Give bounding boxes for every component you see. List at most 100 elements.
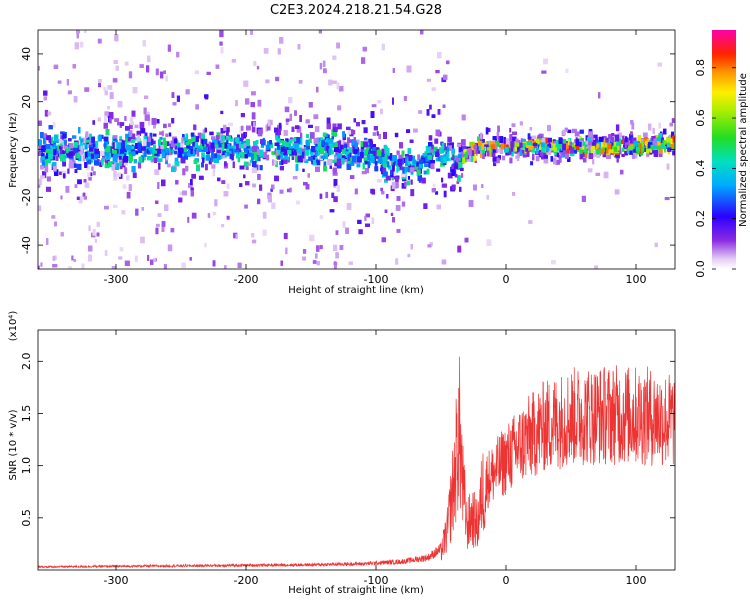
heatmap-cell — [99, 162, 103, 167]
heatmap-cell — [431, 188, 436, 193]
heatmap-cell — [252, 121, 256, 128]
heatmap-cell — [44, 165, 49, 173]
heatmap-cell — [304, 149, 309, 156]
heatmap-cell — [107, 85, 113, 90]
heatmap-cell — [68, 161, 74, 169]
heatmap-cell — [40, 132, 44, 139]
heatmap-cell — [461, 139, 466, 146]
heatmap-cell — [103, 153, 108, 159]
heatmap-cell — [326, 123, 331, 130]
heatmap-cell — [300, 137, 303, 144]
heatmap-cell — [324, 134, 330, 140]
heatmap-cell — [115, 65, 119, 71]
heatmap-cell — [103, 122, 108, 129]
heatmap-cell — [487, 128, 491, 132]
heatmap-cell — [40, 164, 44, 170]
heatmap-cell — [536, 148, 539, 154]
heatmap-cell — [658, 132, 663, 140]
heatmap-cell — [92, 171, 96, 176]
heatmap-cell — [325, 146, 330, 151]
heatmap-cell — [319, 62, 323, 70]
heatmap-cell — [84, 143, 88, 150]
heatmap-cell — [250, 102, 255, 108]
heatmap-cell — [38, 151, 42, 156]
heatmap-cell — [45, 156, 50, 161]
heatmap-cell — [663, 128, 667, 135]
heatmap-cell — [328, 139, 334, 144]
heatmap-cell — [384, 179, 388, 183]
heatmap-cell — [308, 156, 313, 161]
heatmap-cell — [579, 141, 582, 147]
heatmap-cell — [325, 149, 328, 154]
heatmap-cell — [236, 153, 239, 159]
heatmap-cell — [60, 150, 65, 154]
heatmap-cell — [54, 134, 59, 142]
heatmap-cell — [174, 161, 180, 167]
heatmap-cell — [68, 266, 72, 269]
heatmap-cell — [395, 181, 399, 189]
heatmap-cell — [73, 258, 77, 262]
heatmap-cell — [117, 148, 122, 156]
heatmap-cell — [339, 245, 344, 250]
heatmap-cell — [165, 142, 170, 146]
heatmap-cell — [459, 159, 463, 165]
heatmap-cell — [234, 149, 240, 153]
heatmap-cell — [84, 30, 87, 33]
heatmap-cell — [308, 138, 312, 143]
heatmap-cell — [264, 149, 268, 153]
heatmap-cell — [99, 160, 103, 164]
heatmap-cell — [40, 262, 43, 267]
heatmap-cell — [64, 142, 67, 146]
heatmap-cell — [519, 150, 523, 156]
heatmap-cell — [94, 160, 99, 166]
heatmap-cell — [486, 150, 490, 157]
heatmap-cell — [203, 146, 209, 152]
heatmap-cell — [150, 138, 154, 146]
heatmap-cell — [214, 157, 219, 163]
heatmap-cell — [251, 91, 256, 96]
heatmap-cell — [440, 155, 446, 162]
heatmap-cell — [349, 129, 354, 137]
heatmap-cell — [640, 146, 645, 152]
heatmap-cell — [468, 200, 474, 207]
heatmap-cell — [370, 188, 375, 194]
heatmap-cell — [388, 165, 392, 170]
heatmap-cell — [399, 142, 403, 149]
heatmap-cell — [244, 204, 248, 209]
heatmap-cell — [648, 123, 652, 131]
heatmap-cell — [622, 147, 625, 152]
heatmap-cell — [190, 187, 194, 192]
heatmap-cell — [492, 148, 496, 153]
heatmap-cell — [231, 59, 237, 63]
heatmap-cell — [531, 148, 536, 153]
heatmap-cell — [446, 153, 450, 158]
heatmap-cell — [223, 191, 229, 197]
heatmap-cell — [390, 169, 393, 176]
heatmap-cell — [547, 144, 553, 148]
heatmap-cell — [108, 112, 114, 120]
heatmap-cell — [128, 71, 133, 79]
heatmap-cell — [303, 182, 308, 186]
heatmap-cell — [355, 139, 360, 145]
heatmap-cell — [417, 154, 421, 161]
heatmap-cell — [486, 194, 490, 200]
heatmap-cell — [611, 146, 616, 151]
heatmap-cell — [509, 157, 513, 164]
heatmap-cell — [510, 147, 513, 155]
heatmap-cell — [282, 146, 287, 150]
heatmap-cell — [267, 141, 271, 147]
heatmap-cell — [119, 136, 122, 141]
heatmap-cell — [156, 223, 160, 227]
heatmap-cell — [130, 121, 134, 125]
heatmap-cell — [113, 177, 118, 181]
heatmap-cell — [161, 130, 164, 137]
heatmap-cell — [470, 155, 474, 162]
heatmap-cell — [305, 119, 310, 124]
heatmap-cell — [365, 213, 370, 218]
heatmap-cell — [625, 136, 628, 143]
heatmap-cell — [521, 142, 526, 149]
heatmap-cell — [547, 148, 552, 155]
heatmap-cell — [131, 151, 136, 157]
heatmap-cell — [482, 142, 488, 146]
heatmap-cell — [89, 136, 93, 141]
